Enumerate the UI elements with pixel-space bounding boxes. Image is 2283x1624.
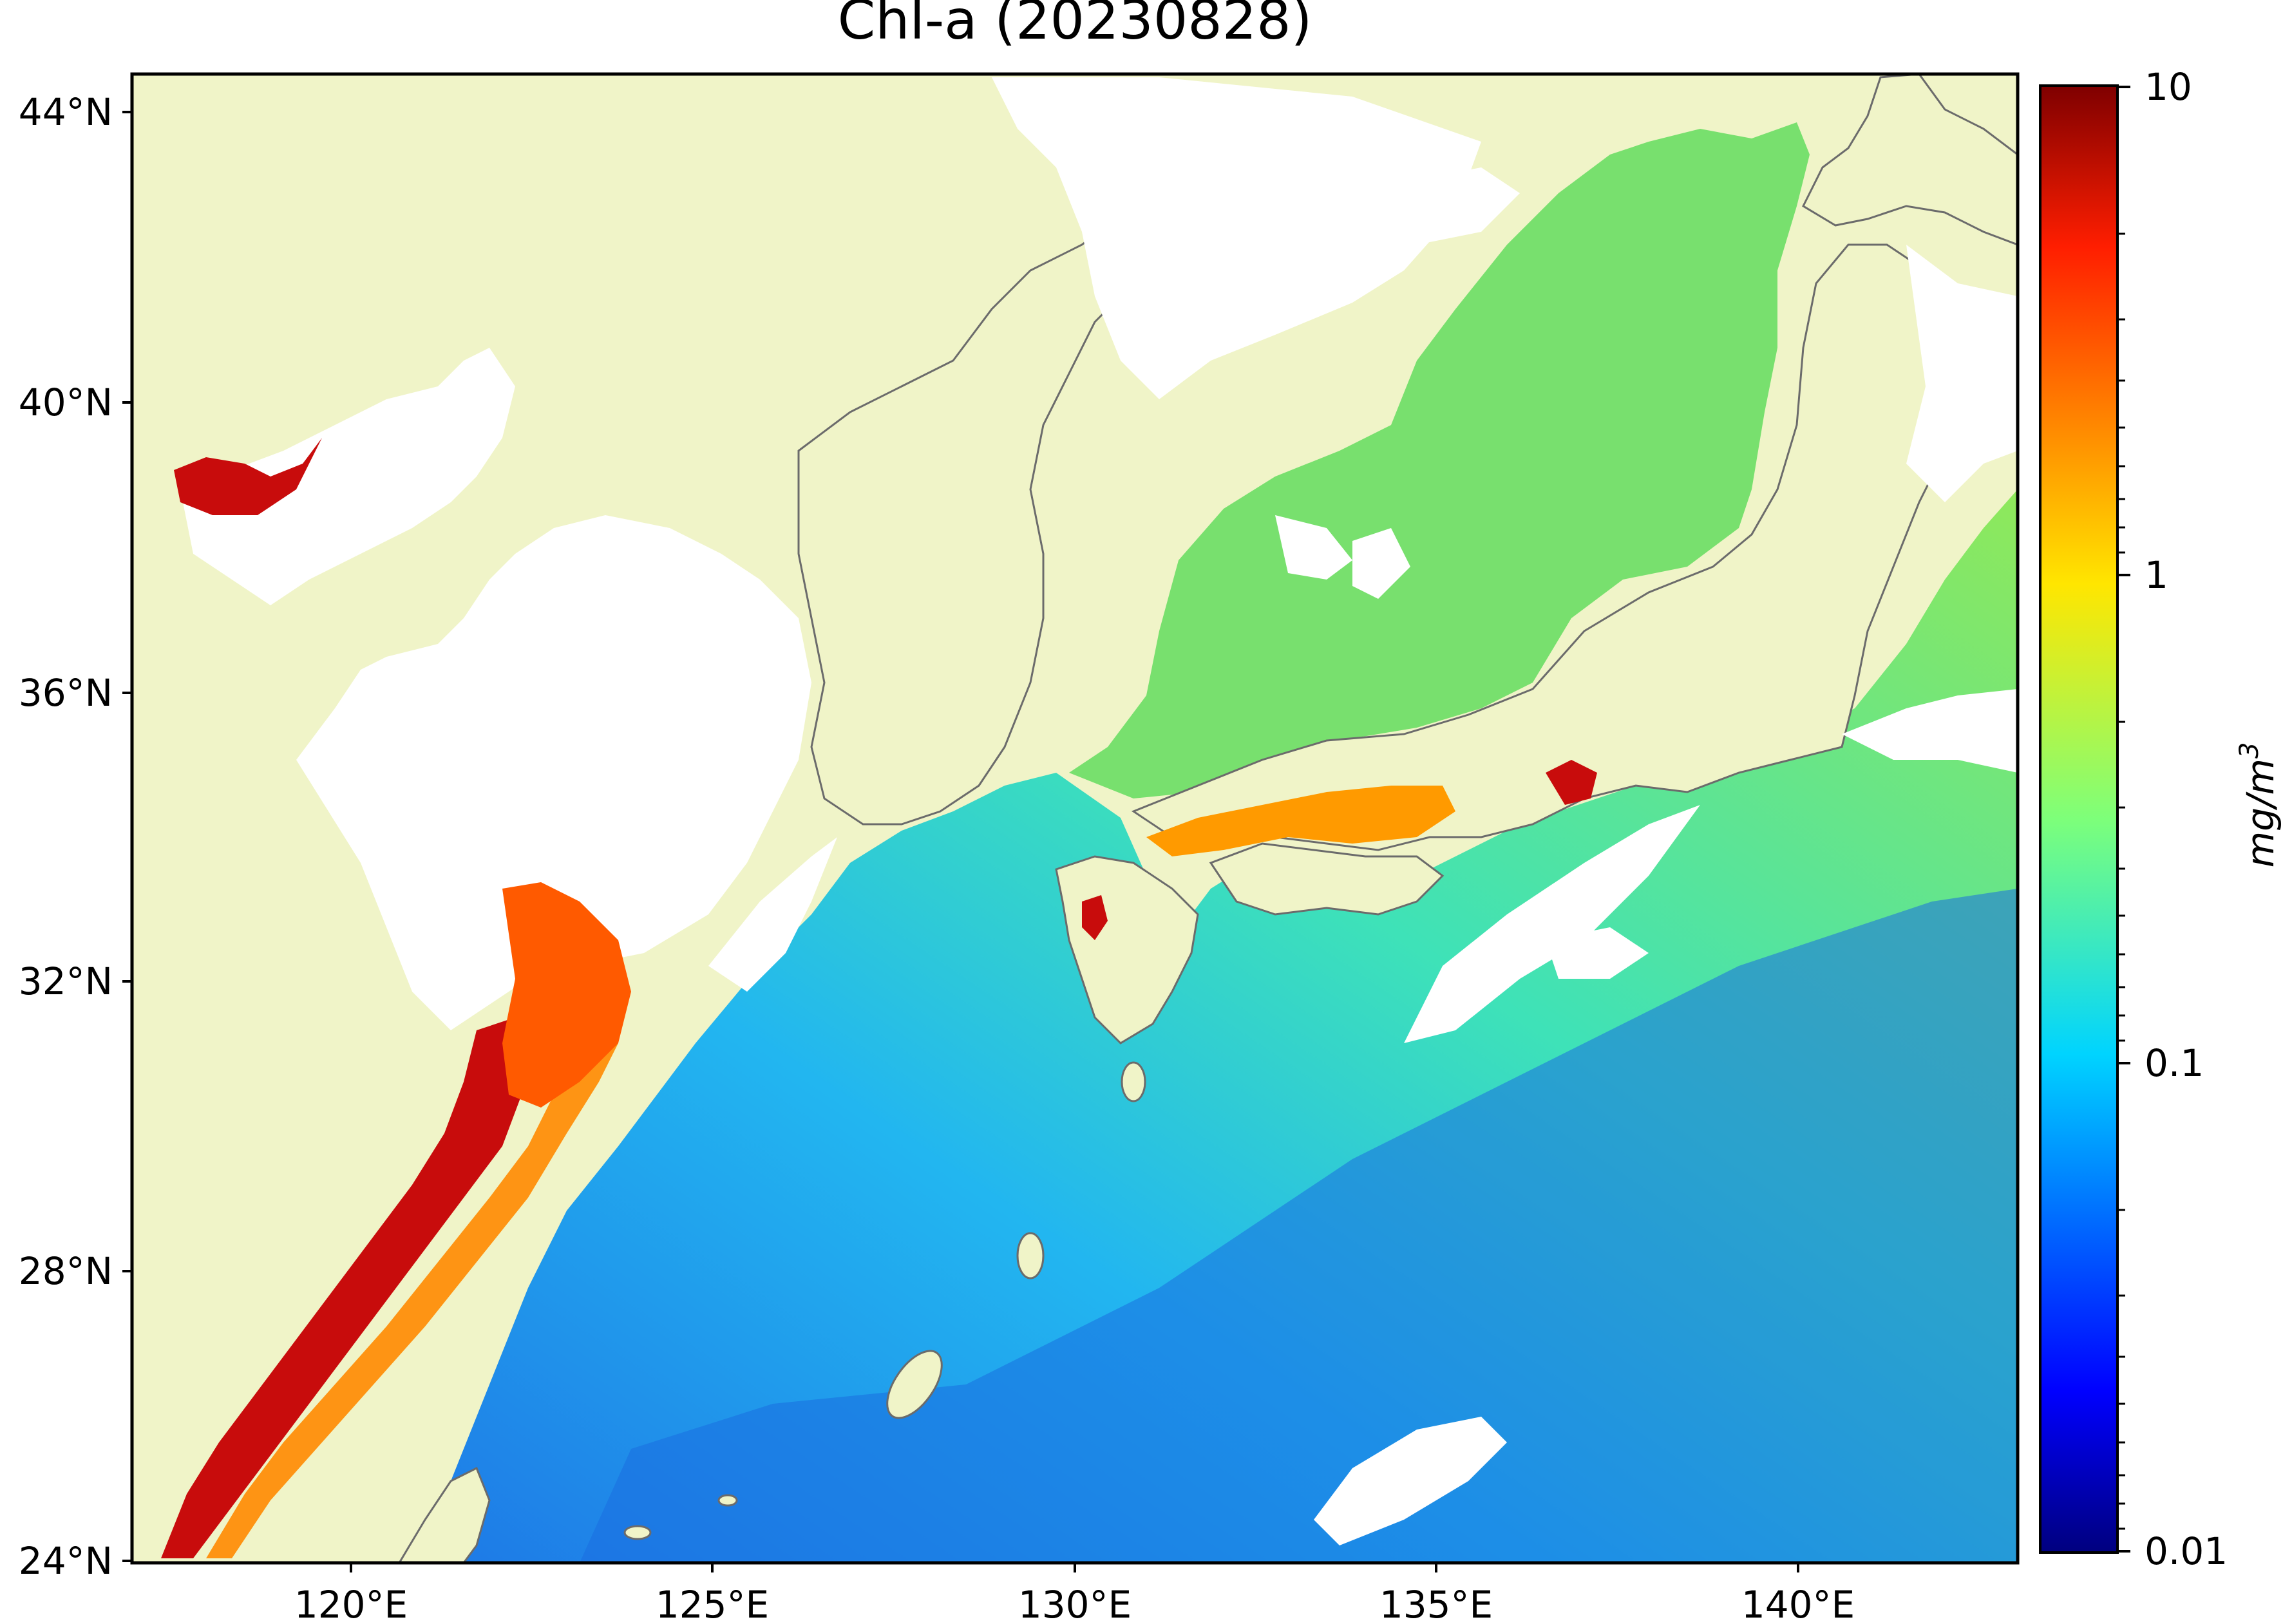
colorbar-tick-label: 1 bbox=[2145, 553, 2168, 597]
bohai-high-chl bbox=[174, 438, 322, 515]
lat-tick-label: 40°N bbox=[19, 381, 113, 424]
ariake-sea-high-chl bbox=[1082, 895, 1108, 940]
sea-of-japan bbox=[1069, 122, 1810, 798]
shikoku-island bbox=[1209, 842, 1445, 916]
lat-tick-label: 44°N bbox=[19, 90, 113, 134]
bohai-sea-nodata bbox=[180, 348, 515, 605]
ocean-deep-region bbox=[580, 889, 2018, 1563]
hokkaido-island bbox=[1802, 74, 2018, 246]
latitude-axis: 44°N 40°N 36°N 32°N 28°N 24°N bbox=[19, 90, 132, 1583]
lon-tick-label: 135°E bbox=[1379, 1583, 1493, 1624]
lat-tick-label: 24°N bbox=[19, 1539, 113, 1583]
colorbar-minor-ticks bbox=[2117, 232, 2125, 1530]
lon-tick-label: 140°E bbox=[1741, 1583, 1855, 1624]
lat-tick-label: 36°N bbox=[19, 671, 113, 715]
china-coast-mid-chl bbox=[206, 1030, 618, 1558]
colorbar-gradient bbox=[2039, 84, 2119, 1554]
ryukyu-islands bbox=[623, 1061, 1146, 1540]
colorbar-unit-exponent: 3 bbox=[2235, 742, 2264, 759]
map-panel bbox=[132, 74, 2018, 1563]
colorbar-tick-label: 0.01 bbox=[2145, 1529, 2228, 1573]
lat-tick-label: 32°N bbox=[19, 959, 113, 1003]
colorbar-tick-label: 10 bbox=[2145, 65, 2192, 109]
longitude-axis: 120°E 125°E 130°E 135°E 140°E bbox=[294, 1563, 1855, 1624]
seto-inland-sea-high-chl bbox=[1146, 786, 1455, 856]
lon-tick-label: 130°E bbox=[1018, 1583, 1132, 1624]
figure-title: Chl-a (20230828) bbox=[838, 0, 1312, 52]
ise-bay-high-chl bbox=[1546, 760, 1597, 805]
lon-tick-label: 125°E bbox=[656, 1583, 769, 1624]
taiwan-island bbox=[398, 1466, 491, 1563]
cloud-patches bbox=[708, 77, 2018, 1545]
yangtze-plume bbox=[502, 882, 631, 1108]
colorbar-tick-label: 0.1 bbox=[2145, 1041, 2204, 1085]
lat-tick-label: 28°N bbox=[19, 1249, 113, 1293]
colorbar-unit-label: mg/m3 bbox=[2235, 742, 2282, 868]
yellow-sea-nodata bbox=[296, 515, 811, 1030]
lon-tick-label: 120°E bbox=[294, 1583, 408, 1624]
china-coast-high-chl bbox=[161, 1017, 528, 1558]
korean-peninsula bbox=[797, 204, 1148, 826]
colorbar: 10 1 0.1 0.01 mg/m3 bbox=[2039, 65, 2282, 1573]
colorbar-unit-base: mg/m bbox=[2239, 759, 2282, 867]
